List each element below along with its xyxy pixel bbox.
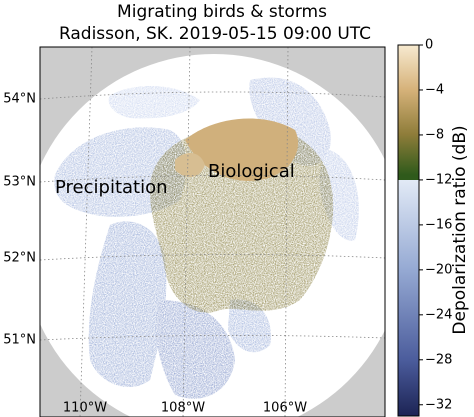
colorbar-tick-label: −8	[425, 127, 444, 142]
colorbar-tick-label: −12	[425, 172, 452, 187]
graticule	[79, 47, 93, 417]
colorbar-tick-label: −20	[425, 262, 452, 277]
colorbar	[397, 44, 420, 417]
lon-label: 106°W	[263, 401, 307, 416]
graticule	[40, 175, 385, 183]
lon-label: 110°W	[63, 401, 107, 416]
lat-label: 53°N	[3, 175, 36, 190]
annotation: Precipitation	[55, 177, 168, 198]
colorbar-tick-label: −32	[425, 397, 452, 412]
graticule	[182, 47, 191, 417]
lat-label: 51°N	[3, 333, 36, 348]
lat-labels: 54°N 53°N 52°N 51°N	[3, 92, 36, 348]
colorbar-label: Depolarization ratio (dB)	[450, 125, 470, 334]
map-frame	[39, 46, 386, 417]
lat-label: 54°N	[3, 92, 36, 107]
colorbar-tick-label: −28	[425, 352, 452, 367]
colorbar-tick-label: −4	[425, 82, 444, 97]
subtitle: Radisson, SK. 2019-05-15 09:00 UTC	[59, 24, 371, 44]
title: Migrating birds & storms	[117, 2, 327, 22]
graticule	[40, 91, 385, 100]
biological-echoes	[150, 118, 334, 313]
graticule	[40, 335, 385, 341]
annotation: Biological	[208, 161, 295, 182]
colorbar-tick-label: −16	[425, 217, 452, 232]
lon-label: 108°W	[161, 401, 205, 416]
lat-label: 52°N	[3, 251, 36, 266]
colorbar-tick-label: 0	[425, 38, 433, 53]
lon-labels: 110°W 108°W 106°W	[63, 401, 307, 416]
graticule	[40, 254, 385, 261]
colorbar-tick-label: −24	[425, 307, 452, 322]
map: Precipitation Biological	[40, 47, 385, 417]
graticule	[284, 47, 289, 417]
